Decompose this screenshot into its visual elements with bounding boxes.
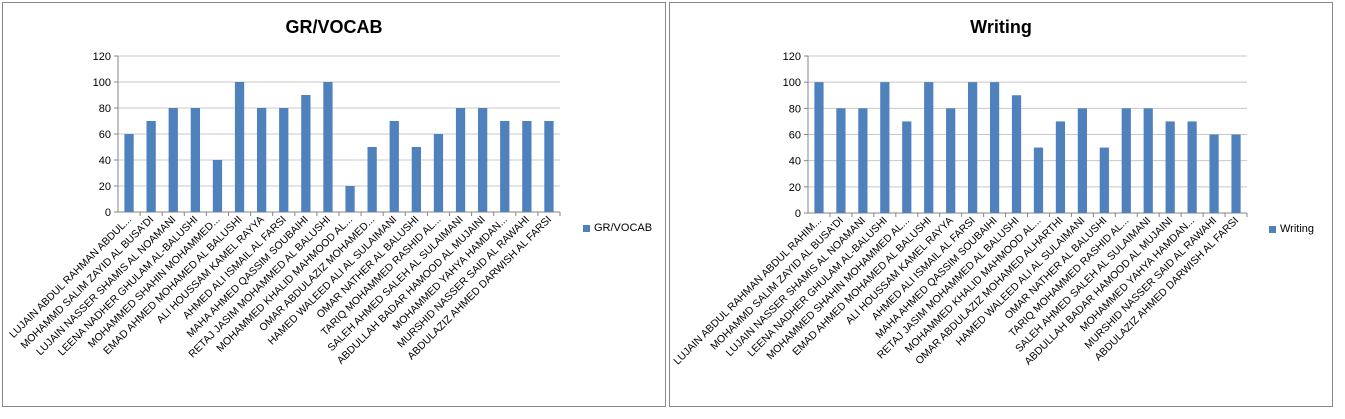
bar [544,121,554,212]
y-tick-label: 120 [93,51,111,63]
bar [814,82,824,214]
legend-swatch [1269,225,1276,233]
chart-title: GR/VOCAB [285,17,383,37]
bar [880,82,890,214]
y-tick-label: 80 [789,103,801,115]
bar [522,121,532,212]
chart-panel-writing: Writing 0 20 40 60 80 100 120 LUJAIN ABDUL RAHM… [669,2,1333,407]
legend-label: GR/VOCAB [594,222,653,234]
bar [433,134,444,212]
bar [168,108,178,212]
bar [1099,147,1109,213]
bar [124,134,134,212]
chart-legend: Writing [1269,223,1314,235]
y-tick-label: 120 [783,51,801,63]
bar [146,121,156,212]
bar [836,108,846,213]
y-tick-label: 20 [99,181,111,193]
bar [478,108,488,212]
bar [455,108,466,212]
bar [1121,108,1131,213]
bar [924,82,934,214]
chart-legend: GR/VOCAB [583,222,652,234]
legend-swatch [583,224,590,232]
legend-label: Writing [1280,223,1315,235]
y-tick-label: 40 [789,156,801,168]
bar [345,186,355,212]
bar [858,108,868,213]
y-tick-label: 60 [99,129,111,141]
bar [1143,108,1153,213]
chart-panel-gr-vocab: GR/VOCAB 0 20 40 60 80 100 120 LUJAIN ABDUL RAH… [2,2,666,407]
bar [1033,147,1044,213]
bar [968,82,978,214]
y-tick-label: 100 [783,77,801,89]
bar [1231,134,1241,213]
y-tick-label: 40 [99,155,111,167]
bar [234,82,245,212]
y-tick-label: 60 [789,130,801,142]
y-tick-label: 80 [99,103,111,115]
chart-title: Writing [970,17,1032,37]
bar [1165,121,1175,213]
bar [1209,134,1219,213]
y-tick-label: 100 [93,77,111,89]
bar [190,108,200,212]
bar [389,121,399,212]
bar [323,82,333,212]
y-tick-label: 0 [105,207,111,219]
bar [500,121,510,212]
bar [279,108,289,212]
bar [1011,95,1022,213]
bar [301,95,311,212]
bar [367,147,377,212]
bar [946,108,956,213]
bar [902,121,912,213]
bar [257,108,267,212]
bar [212,160,223,212]
bar [989,82,1000,214]
bar [1055,121,1066,213]
bar [1077,108,1087,213]
bar [411,147,421,212]
bar [1187,121,1197,213]
y-tick-label: 0 [795,208,801,220]
y-tick-label: 20 [789,182,801,194]
